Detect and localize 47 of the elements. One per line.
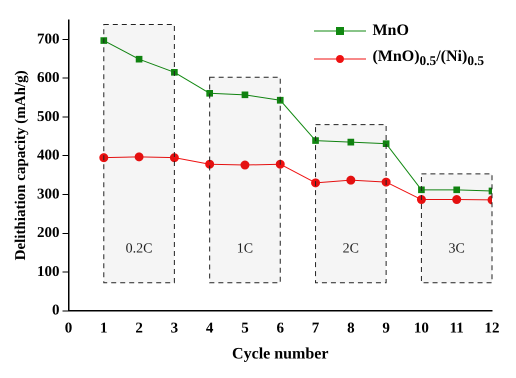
- band-label: 2C: [342, 241, 360, 256]
- band-label: 1C: [236, 241, 254, 256]
- point: [348, 138, 354, 146]
- point: [382, 178, 391, 187]
- legend-label: MnO: [372, 22, 409, 40]
- band-label: 3C: [448, 241, 465, 256]
- point: [170, 153, 179, 162]
- point: [312, 137, 319, 144]
- x-tick-label: 7: [312, 320, 320, 337]
- y-tick-label: 400: [37, 148, 60, 164]
- band-label: 0.2C: [126, 241, 153, 256]
- x-tick-label: 2: [135, 320, 143, 337]
- x-tick-label: 3: [170, 320, 178, 337]
- y-tick-label: 300: [37, 186, 60, 202]
- x-axis-title: Cycle number: [232, 346, 328, 363]
- x-tick-label: 8: [347, 320, 355, 337]
- point: [346, 176, 356, 185]
- x-tick-label: 1: [100, 320, 108, 337]
- point: [452, 195, 462, 204]
- point: [99, 153, 108, 162]
- point: [311, 178, 320, 188]
- legend-label: (MnO)$_{0.5}$/(Ni)$_{0.5}$: [372, 48, 484, 70]
- point: [382, 140, 390, 148]
- point: [136, 56, 142, 62]
- point: [453, 186, 460, 194]
- x-tick-label: 5: [241, 320, 249, 337]
- y-tick-label: 100: [37, 264, 60, 280]
- y-axis-title: Delithiation capacity (mAh/g): [12, 70, 29, 260]
- y-tick-label: 0: [52, 302, 60, 319]
- y-tick-label: 600: [37, 70, 60, 86]
- x-tick-label: 6: [276, 320, 284, 337]
- point: [416, 195, 426, 204]
- point: [276, 160, 285, 169]
- point: [134, 152, 144, 162]
- x-tick-label: 0: [64, 320, 72, 337]
- x-tick-label: 4: [206, 320, 214, 337]
- y-tick-label: 200: [37, 225, 60, 242]
- x-tick-label: 12: [484, 320, 500, 337]
- point: [205, 160, 214, 169]
- y-tick-label: 700: [37, 31, 60, 48]
- point: [206, 90, 213, 97]
- x-tick-label: 11: [450, 320, 464, 337]
- x-tick-label: 9: [382, 320, 390, 337]
- point: [242, 92, 248, 98]
- y-tick-label: 500: [37, 108, 60, 125]
- x-tick-label: 10: [414, 320, 429, 337]
- point: [240, 160, 250, 170]
